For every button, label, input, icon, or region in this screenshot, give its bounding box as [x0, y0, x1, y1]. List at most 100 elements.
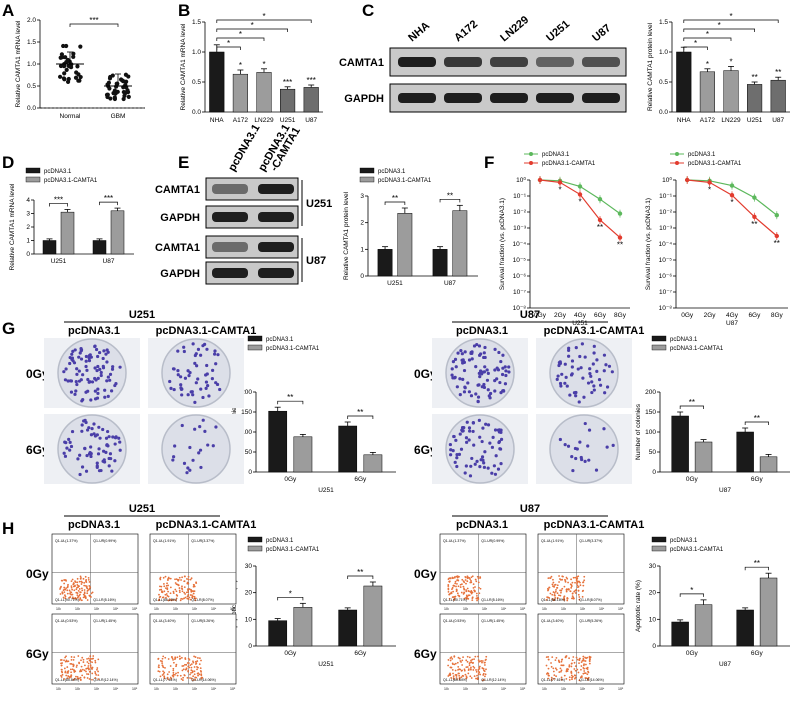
blot-c-band: [582, 93, 620, 103]
flow-event: [70, 656, 73, 658]
colony-dot: [469, 464, 473, 468]
flow-event: [190, 672, 192, 674]
colony-dose-label: 0Gy: [26, 367, 49, 381]
colony-dot: [465, 440, 469, 444]
colony-dot: [99, 373, 103, 378]
colony-dot: [478, 465, 482, 469]
colony-column-label: pcDNA3.1: [68, 325, 120, 337]
flow-event: [67, 583, 69, 586]
flow-event: [61, 591, 64, 594]
chart-f1-xtick-label: 0Gy: [534, 312, 547, 319]
flow-event: [455, 585, 457, 588]
chart-d-ytick-label: 3: [26, 211, 30, 218]
chart-b-bar-sig: ***: [283, 78, 292, 87]
colony-dot: [68, 440, 72, 444]
flow-event: [66, 585, 69, 588]
flow-event: [460, 669, 463, 672]
chart-g1-legend-label: pcDNA3.1-CAMTA1: [266, 346, 320, 352]
flow-event: [547, 677, 550, 680]
chart-c-xtick-label: NHA: [677, 117, 691, 124]
flow-event: [548, 597, 551, 599]
colony-dot: [588, 367, 592, 371]
flow-event: [183, 597, 186, 600]
flow-event: [470, 579, 472, 582]
colony-dot: [482, 382, 486, 387]
colony-dot: [203, 429, 207, 433]
flow-event: [563, 599, 566, 601]
chart-g1: pcDNA3.1pcDNA3.1-CAMTA1050100150200Numbe…: [231, 335, 396, 494]
flow-event: [194, 660, 197, 663]
flow-event: [563, 674, 566, 677]
flow-event: [73, 656, 76, 659]
colony-dot: [565, 384, 569, 388]
chart-h1-legend-swatch: [247, 545, 263, 552]
flow-event: [157, 664, 160, 667]
flow-event: [185, 668, 188, 670]
chart-d-bar: [60, 211, 75, 255]
flow-event: [551, 593, 554, 596]
flow-event: [60, 579, 63, 582]
chart-c-xtick-label: U87: [772, 117, 784, 124]
flow-event: [181, 576, 184, 579]
colony-dot: [570, 365, 574, 369]
chart-f1-sig-label: *: [558, 185, 561, 194]
flow-event: [469, 675, 472, 678]
flow-event: [562, 664, 565, 667]
chart-g1-sig-bracket: [347, 415, 374, 419]
colony-dot: [193, 353, 197, 358]
chart-d-sig-label: ***: [104, 194, 113, 203]
flow-event: [161, 657, 164, 660]
flow-event: [172, 658, 174, 661]
chart-a-point: [58, 63, 64, 69]
chart-a-point: [107, 86, 112, 91]
flow-plot-frame: [149, 533, 237, 605]
flow-event: [570, 597, 573, 600]
flow-quadrant-label: Q1-UR(5.26%): [579, 619, 602, 623]
flow-event: [465, 594, 468, 597]
colony-column-label: pcDNA3.1-CAMTA1: [544, 325, 645, 337]
flow-axis-tick: 10⁴: [113, 607, 119, 611]
flow-event: [465, 582, 467, 585]
flow-event: [80, 587, 83, 590]
chart-c-sig-label: *: [694, 39, 697, 48]
flow-event: [470, 677, 473, 679]
flow-event: [560, 669, 563, 672]
flow-event: [573, 674, 576, 677]
flow-event: [545, 598, 548, 601]
flow-event: [587, 670, 589, 673]
colony-dot: [486, 371, 490, 375]
colony-dot: [580, 457, 584, 462]
chart-a-point: [115, 89, 120, 94]
flow-event: [578, 598, 581, 601]
chart-f2-point: [729, 193, 735, 198]
flow-event: [566, 599, 569, 602]
flow-axis-tick: 10³: [482, 687, 488, 691]
flow-event: [75, 675, 77, 678]
colony-dot: [106, 375, 110, 379]
chart-d-ytick-label: 2: [26, 224, 30, 231]
flow-event: [473, 658, 475, 661]
chart-a-ytick-label: 2.0: [27, 17, 36, 24]
chart-h2-legend-label: pcDNA3.1: [670, 538, 698, 544]
colony-dot: [555, 377, 559, 382]
flow-event: [560, 589, 563, 592]
colony-dot: [579, 366, 583, 370]
flow-event: [188, 588, 191, 590]
flow-event: [189, 578, 192, 581]
colony-dot: [113, 459, 117, 463]
flow-event: [81, 656, 84, 659]
flow-event: [94, 670, 96, 673]
chart-f2: pcDNA3.1pcDNA3.1-CAMTA110⁰10⁻¹10⁻²10⁻³10…: [645, 152, 788, 327]
flow-event: [87, 657, 90, 660]
flow-event: [451, 588, 453, 591]
colony-dot: [71, 359, 75, 363]
colony-dot: [171, 458, 175, 462]
flow-event: [585, 663, 587, 666]
flow-event: [573, 597, 575, 600]
chart-g1-ytick-label: 0: [248, 469, 252, 476]
flow-event: [83, 669, 86, 672]
chart-g1-ytick-label: 200: [241, 389, 252, 396]
colony-dot: [199, 387, 203, 391]
colony-dot: [101, 356, 105, 361]
colony-dot: [501, 366, 505, 370]
